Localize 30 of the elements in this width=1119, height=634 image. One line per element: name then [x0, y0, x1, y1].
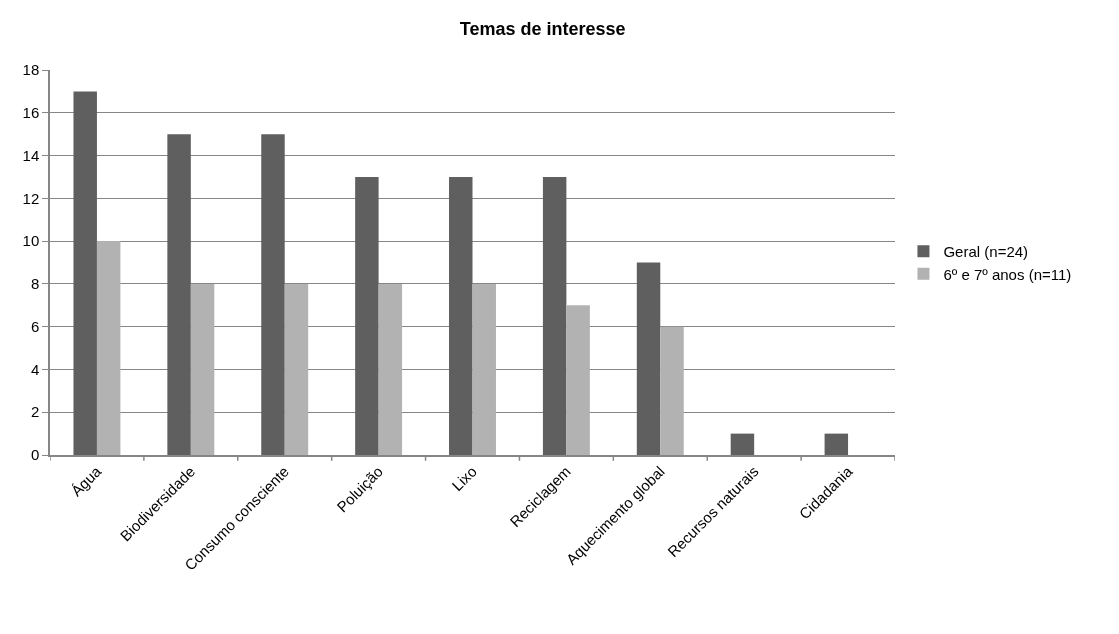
y-tick-label: 12 [22, 189, 40, 207]
y-tick-label: 2 [30, 403, 40, 421]
x-tick-label: Lixo [448, 462, 480, 495]
bar [261, 134, 285, 455]
bar [449, 176, 473, 455]
y-tick-label: 4 [30, 360, 40, 378]
y-tick-label: 18 [22, 61, 40, 79]
bar [284, 283, 309, 455]
y-tick-label: 14 [22, 146, 40, 164]
bar [73, 91, 97, 455]
bar [378, 283, 403, 455]
y-tick-label: 10 [22, 232, 40, 250]
y-tick-label: 8 [30, 275, 40, 293]
bar [660, 326, 684, 455]
bar [167, 134, 191, 455]
bar [566, 305, 590, 455]
bar [824, 433, 849, 455]
legend-label: 6º e 7º anos (n=11) [943, 265, 1072, 283]
chart-title: Temas de interesse [459, 18, 626, 39]
bar [355, 176, 379, 455]
y-tick-label: 0 [30, 446, 40, 464]
bar [472, 283, 496, 455]
bar [96, 241, 121, 455]
bar [542, 176, 567, 455]
bar [730, 433, 755, 455]
bar [636, 262, 661, 455]
bar [190, 283, 215, 455]
legend-label: Geral (n=24) [943, 243, 1029, 261]
y-tick-label: 16 [22, 104, 40, 122]
y-tick-label: 6 [30, 317, 40, 335]
